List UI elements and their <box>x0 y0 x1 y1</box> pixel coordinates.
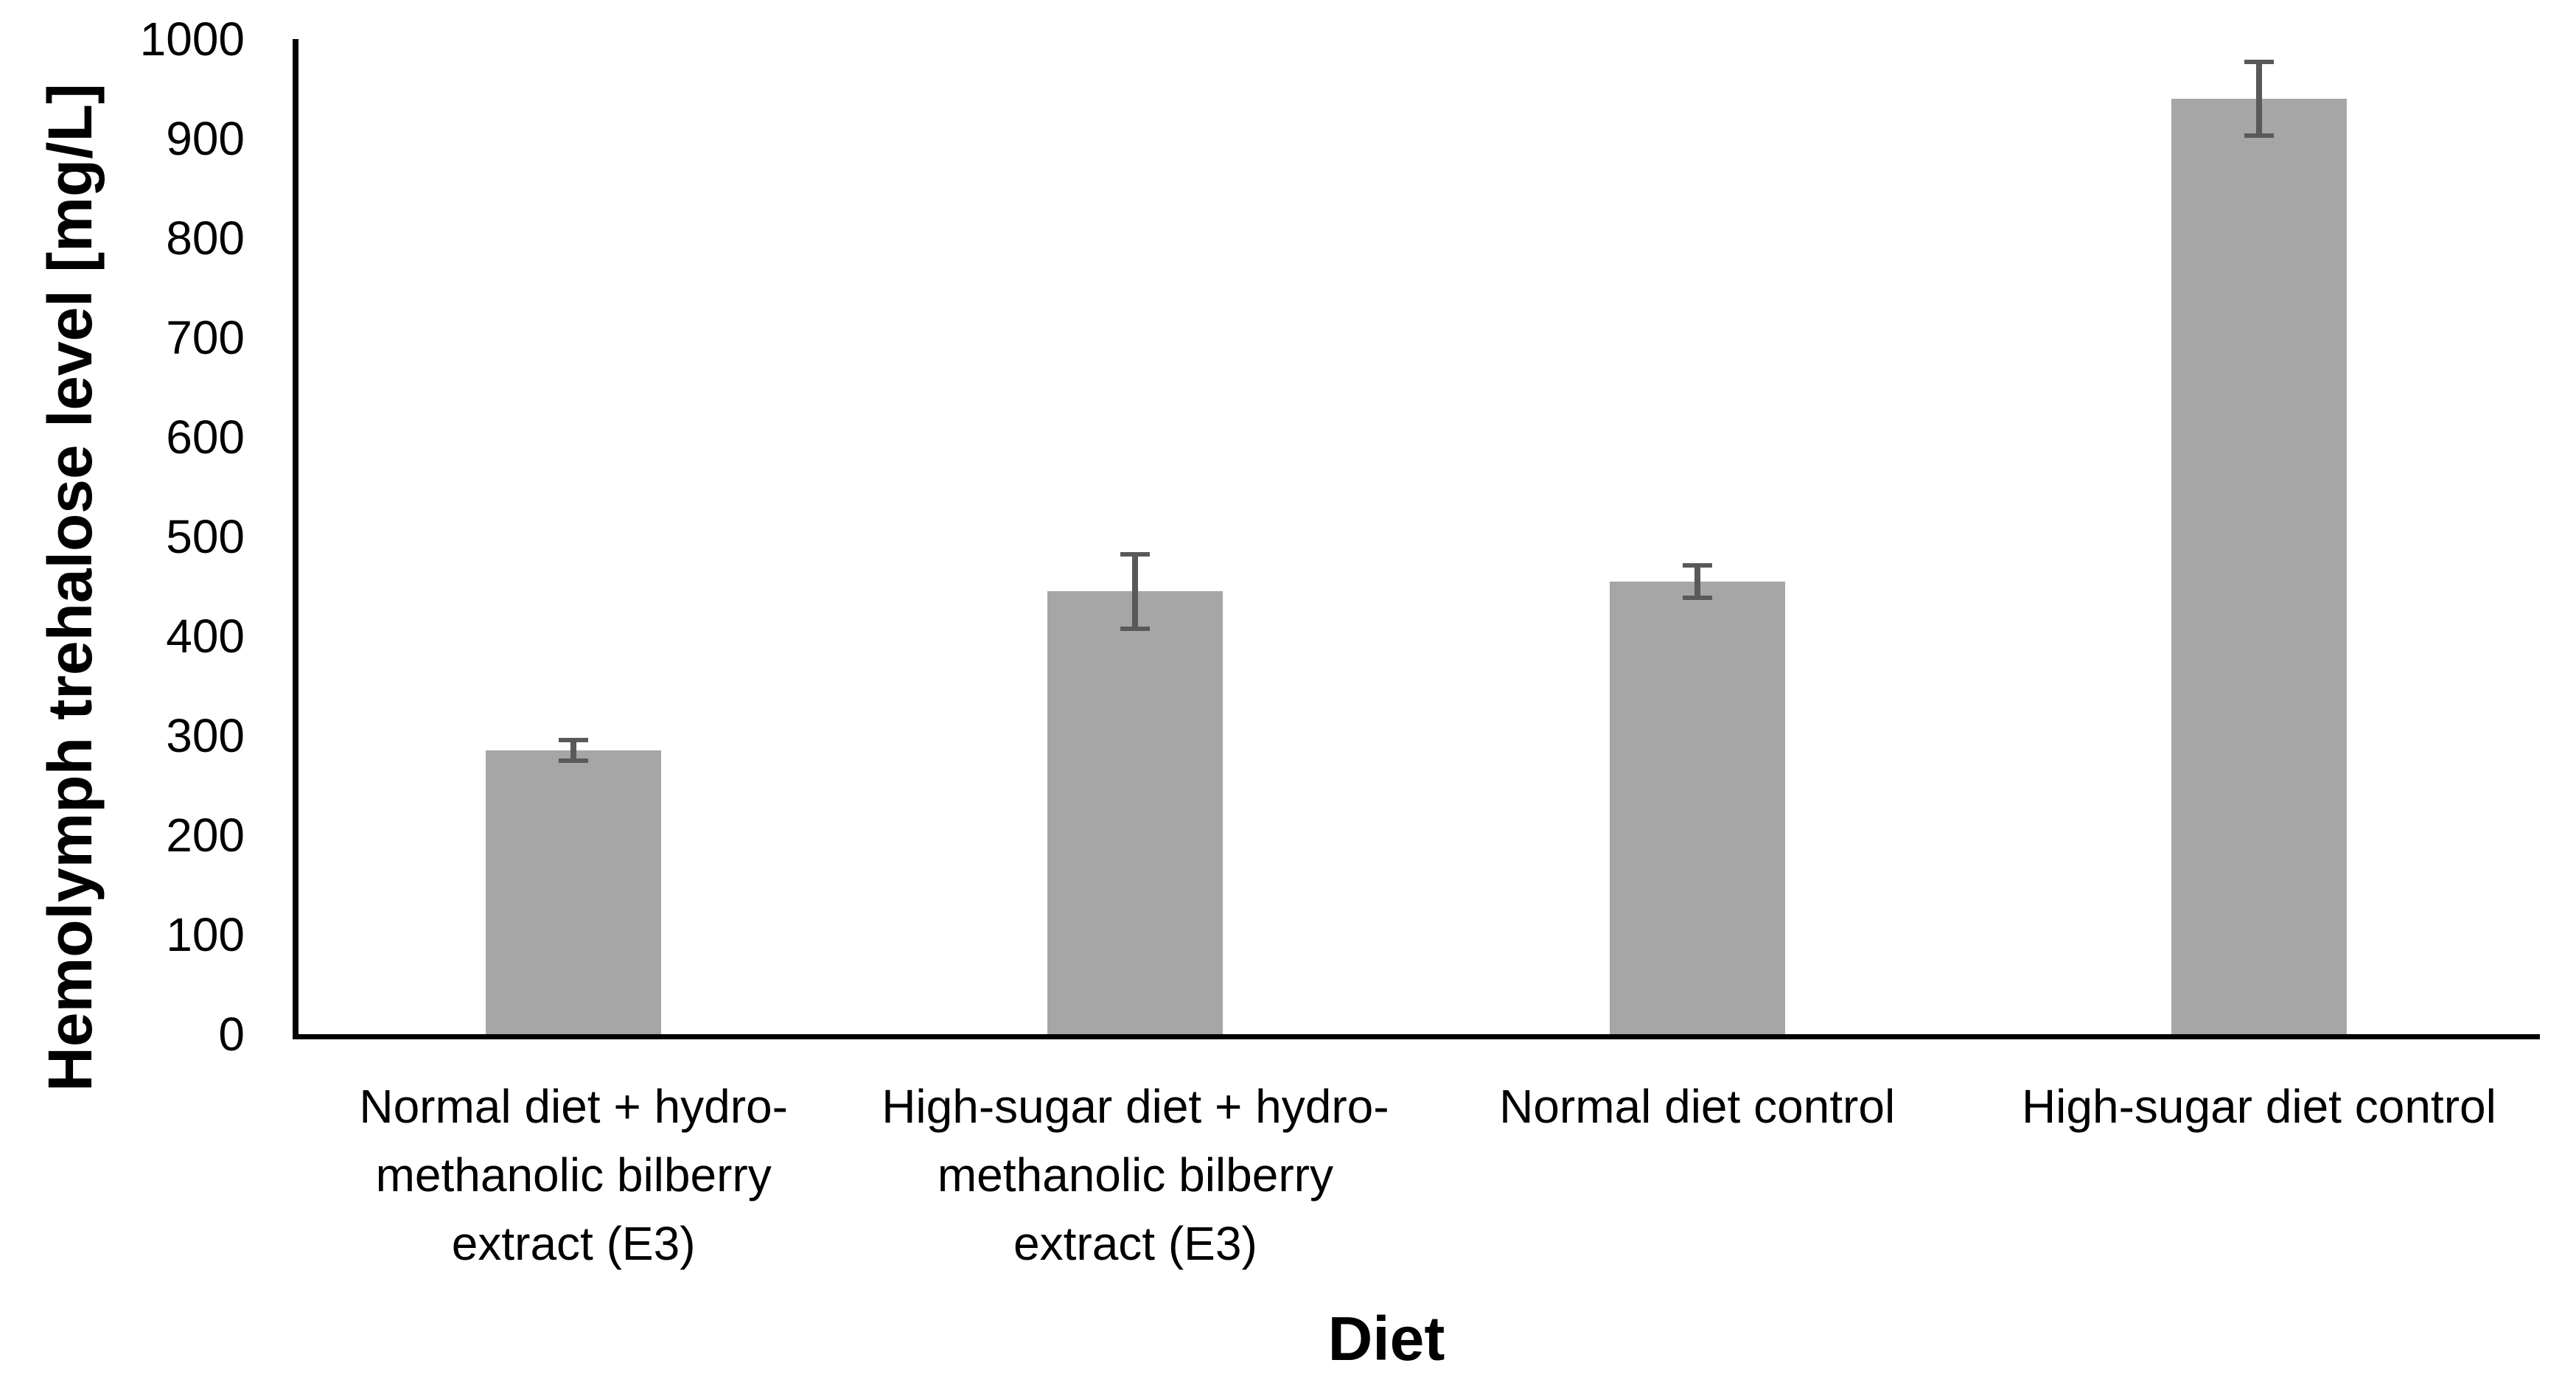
y-tick-label: 600 <box>166 411 245 464</box>
bar <box>1609 581 1785 1034</box>
category-label: High-sugar diet + hydro-methanolic bilbe… <box>854 1073 1416 1278</box>
error-bar-bottom-cap <box>559 758 589 764</box>
error-bar <box>570 742 577 759</box>
error-bar <box>1694 567 1700 596</box>
bar <box>2171 99 2347 1034</box>
y-tick-label: 0 <box>218 1008 245 1061</box>
category-label-line: Normal diet + hydro- <box>359 1080 788 1133</box>
category-label-line: methanolic bilberry <box>937 1148 1333 1202</box>
error-bar-bottom-cap <box>2244 133 2274 139</box>
error-bar-bottom-cap <box>1682 595 1712 600</box>
error-bar-top-cap <box>1682 562 1712 568</box>
error-bar-bottom-cap <box>1120 626 1151 631</box>
category-label-line: extract (E3) <box>451 1217 696 1270</box>
error-bar <box>1132 557 1139 627</box>
y-tick-label: 500 <box>166 510 245 563</box>
x-axis-title: Diet <box>1327 1304 1445 1373</box>
y-tick-label: 100 <box>166 908 245 961</box>
y-tick-label: 800 <box>166 212 245 265</box>
y-tick-label: 300 <box>166 709 245 762</box>
category-label-line: High-sugar diet control <box>2021 1080 2496 1133</box>
y-axis-line <box>293 39 299 1039</box>
bar <box>486 750 662 1034</box>
error-bar-top-cap <box>1120 552 1151 557</box>
error-bar-top-cap <box>2244 59 2274 64</box>
y-tick-label: 1000 <box>139 13 245 66</box>
y-tick-label: 900 <box>166 112 245 165</box>
category-label: High-sugar diet control <box>1978 1073 2540 1141</box>
bar <box>1047 591 1224 1034</box>
category-label-line: Normal diet control <box>1499 1080 1896 1133</box>
y-axis-title: Hemolymph trehalose level [mg/L] <box>35 83 105 1092</box>
y-tick-label: 700 <box>166 311 245 364</box>
x-axis-line <box>293 1034 2540 1039</box>
error-bar <box>2255 63 2262 134</box>
category-label: Normal diet + hydro-methanolic bilberry e… <box>293 1073 854 1278</box>
category-label: Normal diet control <box>1417 1073 1978 1141</box>
category-label-line: methanolic bilberry <box>375 1148 772 1202</box>
category-label-line: High-sugar diet + hydro- <box>882 1080 1389 1133</box>
y-tick-label: 400 <box>166 610 245 663</box>
y-tick-label: 200 <box>166 809 245 862</box>
error-bar-top-cap <box>559 738 589 743</box>
category-label-line: extract (E3) <box>1013 1217 1257 1270</box>
